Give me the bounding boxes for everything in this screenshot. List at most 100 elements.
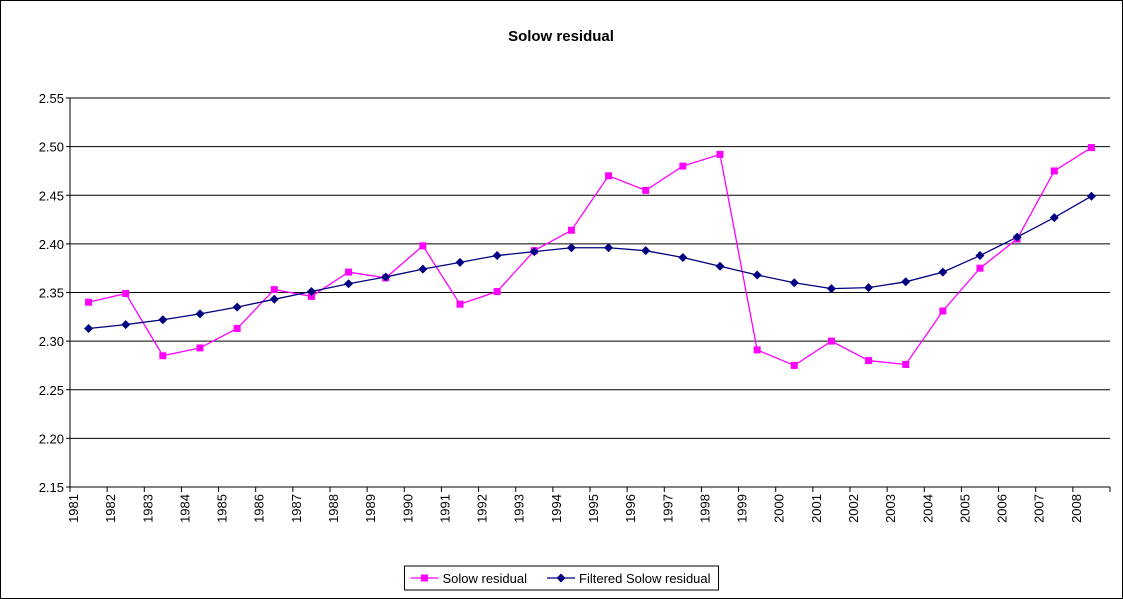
data-point: [605, 172, 613, 180]
data-point: [232, 302, 242, 312]
data-point: [901, 277, 911, 287]
data-point: [753, 346, 761, 354]
data-point: [790, 361, 798, 369]
data-point: [1086, 191, 1096, 201]
x-tick-label: 1991: [437, 494, 452, 523]
legend-marker: [420, 574, 428, 582]
data-point: [307, 292, 315, 300]
data-point: [85, 298, 93, 306]
x-tick-label: 1984: [177, 494, 192, 523]
data-point: [269, 294, 279, 304]
data-point: [84, 323, 94, 333]
x-tick-label: 1981: [66, 494, 81, 523]
data-point: [455, 257, 465, 267]
data-point: [306, 287, 316, 297]
x-tick-label: 2001: [809, 494, 824, 523]
x-tick-label: 2003: [883, 494, 898, 523]
data-point: [566, 243, 576, 253]
x-tick-label: 2000: [772, 494, 787, 523]
data-point: [1087, 144, 1095, 152]
data-point: [493, 288, 501, 296]
data-point: [196, 344, 204, 352]
data-point: [492, 251, 502, 261]
x-tick-label: 1989: [363, 494, 378, 523]
y-tick-label: 2.25: [39, 383, 64, 398]
y-tick-label: 2.50: [39, 140, 64, 155]
y-tick-label: 2.40: [39, 237, 64, 252]
data-point: [864, 283, 874, 293]
y-tick-label: 2.45: [39, 188, 64, 203]
x-tick-label: 2006: [995, 494, 1010, 523]
data-point: [938, 267, 948, 277]
data-point: [827, 337, 835, 345]
x-tick-label: 1999: [735, 494, 750, 523]
x-tick-label: 2004: [920, 494, 935, 523]
y-tick-label: 2.30: [39, 334, 64, 349]
chart-title: Solow residual: [508, 28, 614, 45]
data-point: [159, 352, 167, 360]
data-point: [789, 278, 799, 288]
data-point: [752, 270, 762, 280]
x-tick-label: 2002: [846, 494, 861, 523]
data-point: [975, 251, 985, 261]
data-point: [345, 268, 353, 276]
y-tick-label: 2.15: [39, 480, 64, 495]
series-line: [88, 195, 1092, 330]
data-point: [902, 360, 910, 368]
x-tick-label: 1995: [586, 494, 601, 523]
data-point: [604, 243, 614, 253]
legend: Solow residual Filtered Solow residual: [403, 565, 720, 591]
data-point: [270, 286, 278, 294]
data-point: [529, 247, 539, 257]
data-point: [122, 289, 130, 297]
data-point: [939, 307, 947, 315]
y-tick-label: 2.20: [39, 431, 64, 446]
data-point: [716, 150, 724, 158]
legend-marker: [556, 573, 566, 583]
data-point: [419, 242, 427, 250]
x-tick-label: 1994: [549, 494, 564, 523]
data-point: [158, 315, 168, 325]
data-point: [1050, 167, 1058, 175]
data-point: [381, 272, 391, 282]
data-point: [344, 279, 354, 289]
data-point: [678, 252, 688, 262]
data-point: [418, 264, 428, 274]
data-point: [641, 246, 651, 256]
data-point: [826, 284, 836, 294]
x-tick-label: 1982: [103, 494, 118, 523]
data-point: [195, 309, 205, 319]
data-point: [976, 264, 984, 272]
data-point: [121, 320, 131, 330]
x-tick-label: 1996: [623, 494, 638, 523]
data-point: [642, 186, 650, 194]
legend-label: Filtered Solow residual: [579, 571, 711, 586]
x-tick-label: 1985: [215, 494, 230, 523]
data-point: [865, 357, 873, 365]
data-point: [1049, 213, 1059, 223]
x-tick-label: 1990: [400, 494, 415, 523]
x-tick-label: 1988: [326, 494, 341, 523]
x-tick-label: 2005: [957, 494, 972, 523]
x-tick-label: 1992: [475, 494, 490, 523]
y-tick-label: 2.55: [39, 91, 64, 106]
series-line: [88, 147, 1092, 367]
data-point: [233, 324, 241, 332]
legend-label: Solow residual: [442, 571, 527, 586]
x-tick-label: 1998: [697, 494, 712, 523]
data-point: [1012, 232, 1022, 242]
data-point: [567, 226, 575, 234]
data-point: [679, 162, 687, 170]
data-point: [715, 261, 725, 271]
x-tick-label: 1986: [252, 494, 267, 523]
y-tick-label: 2.35: [39, 286, 64, 301]
x-tick-label: 1997: [660, 494, 675, 523]
x-tick-label: 1993: [512, 494, 527, 523]
data-point: [456, 300, 464, 308]
x-tick-label: 2007: [1032, 494, 1047, 523]
x-tick-label: 2008: [1069, 494, 1084, 523]
x-tick-label: 1983: [140, 494, 155, 523]
